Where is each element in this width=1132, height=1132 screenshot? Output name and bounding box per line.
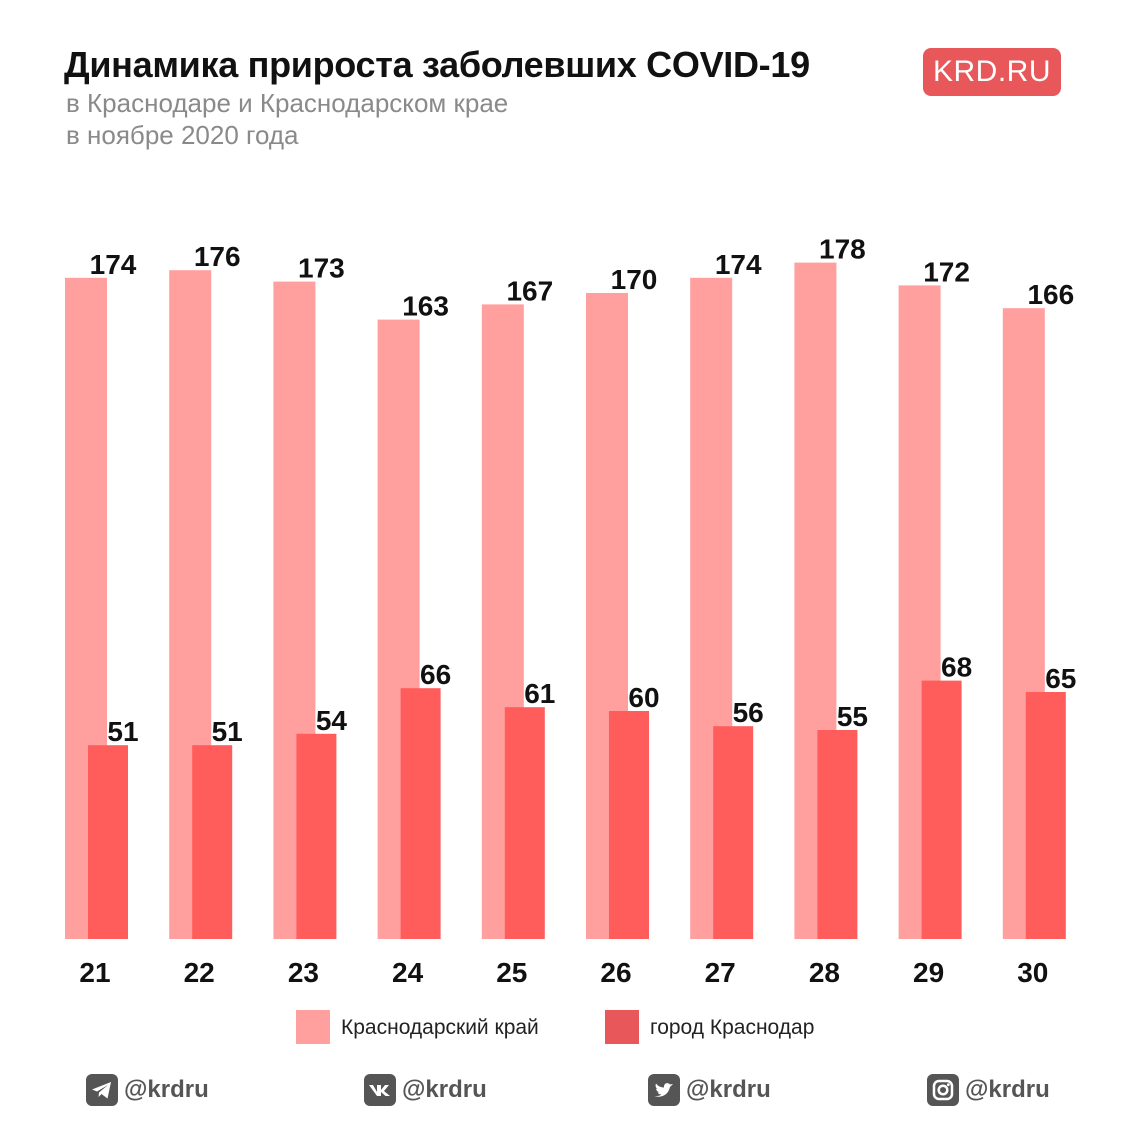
data-label-region-29: 172 bbox=[923, 256, 970, 287]
data-label-city-28: 55 bbox=[837, 701, 868, 732]
data-label-city-29: 68 bbox=[941, 652, 972, 683]
instagram-icon bbox=[927, 1074, 959, 1106]
krd-logo: KRD.RU bbox=[923, 48, 1061, 96]
social-handle-instagram: @krdru bbox=[965, 1076, 1050, 1103]
data-label-region-26: 170 bbox=[611, 264, 658, 295]
social-handle-telegram: @krdru bbox=[124, 1076, 209, 1103]
data-label-region-21: 174 bbox=[90, 249, 137, 280]
twitter-icon bbox=[648, 1074, 680, 1106]
bar-city-28 bbox=[817, 730, 858, 939]
data-label-city-24: 66 bbox=[420, 659, 451, 690]
bar-city-24 bbox=[400, 688, 441, 939]
data-label-region-25: 167 bbox=[506, 275, 553, 306]
data-label-region-23: 173 bbox=[298, 253, 345, 284]
data-label-region-28: 178 bbox=[819, 234, 866, 265]
bar-city-22 bbox=[192, 745, 233, 939]
chart-subtitle-location: в Краснодаре и Краснодарском крае bbox=[66, 88, 509, 118]
x-tick-label-30: 30 bbox=[1017, 957, 1048, 988]
x-tick-label-29: 29 bbox=[913, 957, 944, 988]
social-handle-twitter: @krdru bbox=[686, 1076, 771, 1103]
x-tick-label-21: 21 bbox=[79, 957, 110, 988]
data-label-region-24: 163 bbox=[402, 291, 449, 322]
bar-city-25 bbox=[504, 707, 545, 939]
vk-icon bbox=[364, 1074, 396, 1106]
x-tick-label-22: 22 bbox=[184, 957, 215, 988]
data-label-city-22: 51 bbox=[212, 716, 243, 747]
x-tick-label-28: 28 bbox=[809, 957, 840, 988]
x-tick-label-26: 26 bbox=[600, 957, 631, 988]
social-handle-vk: @krdru bbox=[402, 1076, 487, 1103]
x-tick-label-25: 25 bbox=[496, 957, 527, 988]
bar-city-27 bbox=[713, 726, 754, 939]
chart-title: Динамика прироста заболевших COVID-19 bbox=[64, 44, 810, 85]
telegram-icon bbox=[86, 1074, 118, 1106]
bar-city-29 bbox=[921, 680, 962, 939]
legend-label-city: город Краснодар bbox=[650, 1016, 815, 1039]
data-label-region-27: 174 bbox=[715, 249, 762, 280]
data-label-city-27: 56 bbox=[733, 697, 764, 728]
x-tick-label-23: 23 bbox=[288, 957, 319, 988]
bar-city-21 bbox=[88, 745, 128, 939]
data-label-city-26: 60 bbox=[628, 682, 659, 713]
legend-label-region: Краснодарский край bbox=[341, 1016, 539, 1039]
bar-city-26 bbox=[609, 711, 649, 939]
bar-city-30 bbox=[1025, 692, 1066, 939]
bar-chart: 174 51 21 176 51 22 173 54 23 163 66 24 167 61 25 170 60… bbox=[65, 234, 1076, 988]
data-label-city-23: 54 bbox=[316, 705, 348, 736]
region-swatch bbox=[296, 1010, 330, 1044]
x-tick-label-24: 24 bbox=[392, 957, 424, 988]
chart-subtitle-period: в ноябре 2020 года bbox=[66, 120, 299, 150]
data-label-region-30: 166 bbox=[1027, 279, 1074, 310]
city-swatch bbox=[605, 1010, 639, 1044]
x-tick-label-27: 27 bbox=[705, 957, 736, 988]
data-label-city-30: 65 bbox=[1045, 663, 1076, 694]
data-label-city-25: 61 bbox=[524, 678, 555, 709]
data-label-city-21: 51 bbox=[107, 716, 138, 747]
data-label-region-22: 176 bbox=[194, 241, 241, 272]
bar-city-23 bbox=[296, 733, 337, 939]
